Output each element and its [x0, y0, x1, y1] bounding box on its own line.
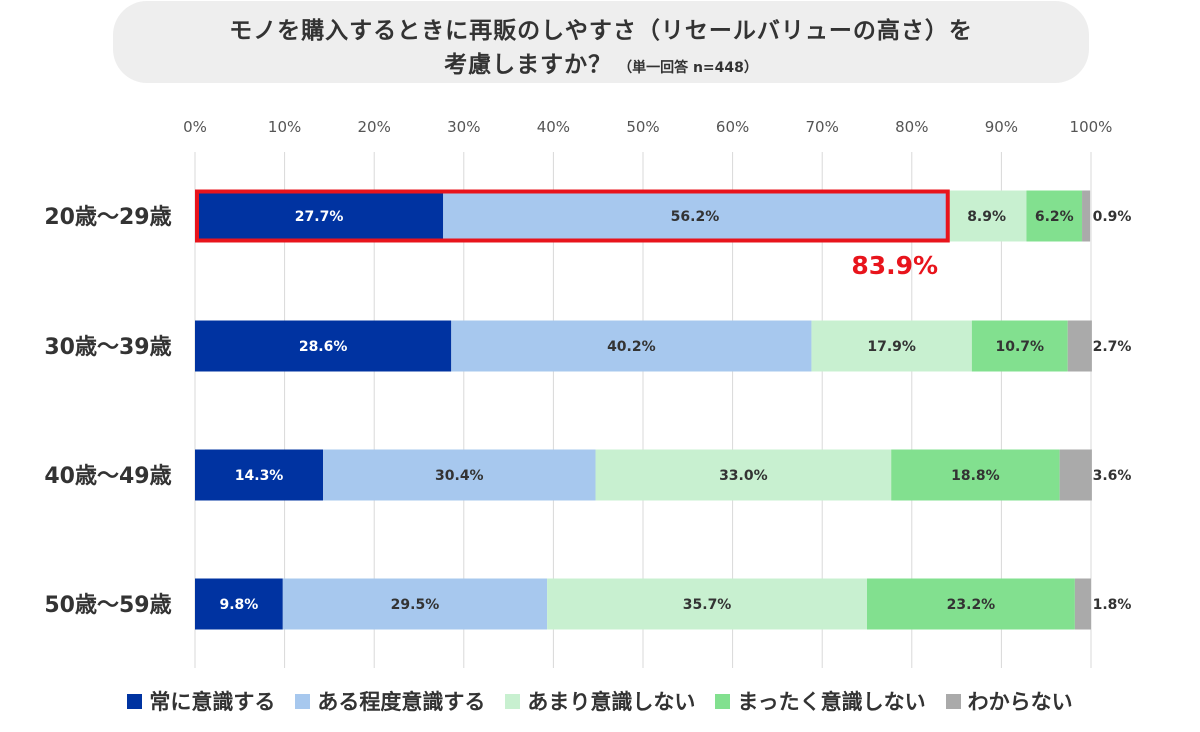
category-label: 50歳〜59歳 — [44, 593, 171, 618]
x-tick-label: 10% — [268, 118, 301, 136]
x-tick-label: 60% — [716, 118, 749, 136]
legend-item: わからない — [945, 686, 1073, 716]
bar-segment — [1059, 449, 1092, 501]
data-label: 18.8% — [951, 468, 1000, 484]
bar-segment — [451, 320, 812, 372]
data-label: 35.7% — [683, 597, 732, 613]
legend-label: あまり意識しない — [527, 690, 696, 714]
data-label: 10.7% — [995, 339, 1044, 355]
bar-segment — [1082, 190, 1091, 242]
data-label: 23.2% — [947, 597, 996, 613]
x-tick-label: 100% — [1070, 118, 1113, 136]
legend-label: わからない — [967, 690, 1073, 714]
legend-item: ある程度意識する — [295, 686, 485, 716]
data-label: 3.6% — [1093, 468, 1132, 484]
chart-title-line2-text: 考慮しますか？ — [444, 52, 613, 78]
legend-swatch — [127, 693, 143, 709]
bar-segment — [195, 190, 444, 242]
legend-swatch — [295, 693, 311, 709]
stacked-bar-chart: 0% 10% 20% 30% 40% 50% 60% 70% 80% 90% 100% 20歳〜29歳… — [44, 118, 1132, 668]
legend-swatch — [715, 693, 731, 709]
x-tick-label: 40% — [537, 118, 570, 136]
data-label: 28.6% — [299, 339, 348, 355]
data-label: 40.2% — [607, 339, 656, 355]
bar-segment — [323, 449, 596, 501]
bar-segment — [195, 578, 283, 630]
data-label: 27.7% — [295, 209, 344, 225]
legend-item: まったく意識しない — [715, 686, 926, 716]
data-label: 17.9% — [867, 339, 916, 355]
x-tick-label: 30% — [447, 118, 480, 136]
bar-segment — [891, 449, 1060, 501]
x-tick-label: 0% — [183, 118, 207, 136]
data-label: 9.8% — [219, 597, 258, 613]
x-tick-label: 80% — [895, 118, 928, 136]
category-label: 30歳〜39歳 — [44, 335, 171, 360]
legend-label: 常に意識する — [149, 690, 276, 714]
bar-segment — [443, 190, 947, 242]
chart-title-box: モノを購入するときに再販のしやすさ（リセールバリューの高さ）を 考慮しますか？ （… — [113, 1, 1089, 83]
data-label: 2.7% — [1093, 339, 1132, 355]
data-label: 30.4% — [435, 468, 484, 484]
category-label: 20歳〜29歳 — [44, 205, 171, 230]
highlight-total-label: 83.9% — [851, 251, 938, 280]
bar-segment — [811, 320, 972, 372]
bar-segment — [867, 578, 1075, 630]
data-label: 8.9% — [967, 209, 1006, 225]
data-label: 1.8% — [1093, 597, 1132, 613]
data-label: 0.9% — [1093, 209, 1132, 225]
data-label: 33.0% — [719, 468, 768, 484]
chart-title-line1: モノを購入するときに再販のしやすさ（リセールバリューの高さ）を — [229, 18, 973, 44]
legend-item: 常に意識する — [127, 686, 275, 716]
sample-note: （単一回答 n=448） — [618, 60, 758, 76]
bar-segment — [195, 449, 324, 501]
x-tick-label: 50% — [626, 118, 659, 136]
legend-label: ある程度意識する — [317, 690, 486, 714]
bar-segment — [195, 320, 452, 372]
chart-title-line2: 考慮しますか？ （単一回答 n=448） — [113, 45, 1089, 79]
data-label: 29.5% — [391, 597, 440, 613]
highlight-box — [195, 189, 950, 243]
bar-segment — [1026, 190, 1083, 242]
bar-segment — [547, 578, 867, 630]
x-tick-label: 20% — [358, 118, 391, 136]
legend-swatch — [505, 693, 521, 709]
bar-segment — [1074, 578, 1091, 630]
bar-segment — [595, 449, 892, 501]
bar-segment — [282, 578, 548, 630]
legend-swatch — [945, 693, 961, 709]
data-label: 14.3% — [235, 468, 284, 484]
x-tick-label: 70% — [806, 118, 839, 136]
data-label: 56.2% — [671, 209, 720, 225]
x-tick-label: 90% — [985, 118, 1018, 136]
bar-segment — [971, 320, 1068, 372]
legend-label: まったく意識しない — [737, 690, 926, 714]
category-label: 40歳〜49歳 — [44, 464, 171, 489]
chart-legend: 常に意識する ある程度意識する あまり意識しない まったく意識しない わからない — [0, 686, 1200, 716]
legend-item: あまり意識しない — [505, 686, 695, 716]
bar-segment — [1067, 320, 1092, 372]
data-label: 6.2% — [1035, 209, 1074, 225]
bar-segment — [946, 190, 1027, 242]
